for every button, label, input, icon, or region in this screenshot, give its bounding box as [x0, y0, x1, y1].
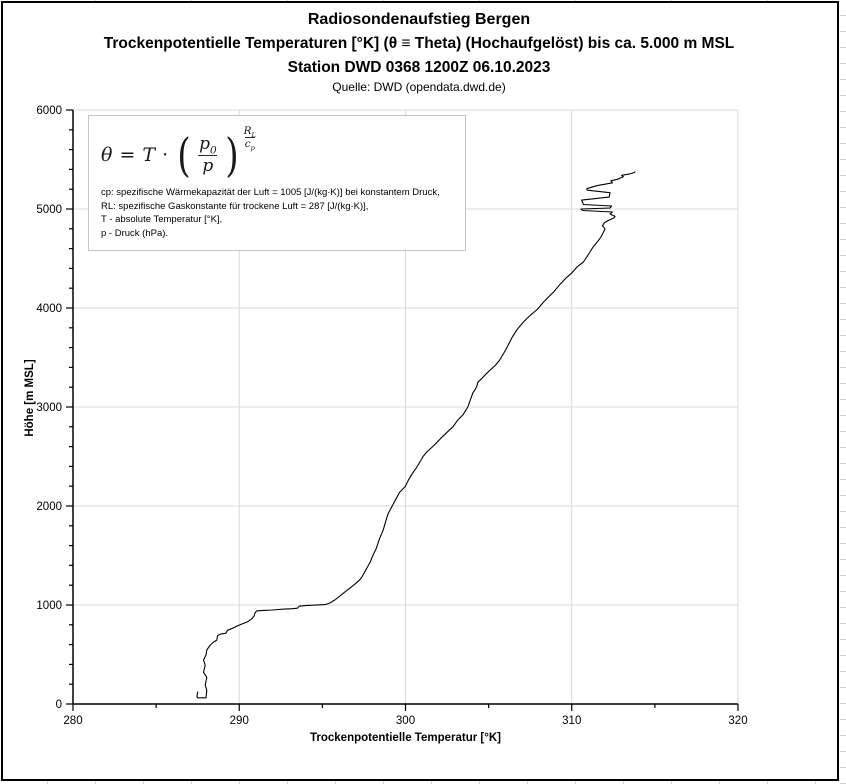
- chart-title-block: Radiosondenaufstieg Bergen Trockenpotent…: [0, 8, 838, 96]
- formula-note-p: p - Druck (hPa).: [101, 227, 169, 239]
- y-axis-tick-label: 4000: [36, 303, 62, 315]
- formula-multiplication-dot: ·: [162, 144, 169, 166]
- x-axis-title: Trockenpotentielle Temperatur [°K]: [310, 732, 501, 744]
- y-axis-tick-label: 3000: [36, 402, 62, 414]
- chart-subtitle: Trockenpotentielle Temperaturen [°K] (θ …: [103, 35, 735, 52]
- spreadsheet-gridline-stubs-right: [840, 0, 846, 784]
- y-axis-title: Höhe [m MSL]: [24, 359, 36, 437]
- y-axis-tick-label: 1000: [36, 600, 62, 612]
- formula-RL: RL: [243, 125, 256, 140]
- formula-theta-symbol: θ: [101, 144, 113, 166]
- x-axis-tick-label: 310: [562, 715, 581, 727]
- formula-p: p: [198, 154, 218, 176]
- chart-source-line: Quelle: DWD (opendata.dwd.de): [332, 80, 506, 94]
- formula-notes: cp: spezifische Wärmekapazität der Luft …: [101, 186, 455, 240]
- y-axis-tick-label: 0: [56, 699, 62, 711]
- y-axis-tick-label: 6000: [36, 105, 62, 117]
- chart-title: Radiosondenaufstieg Bergen: [307, 11, 531, 28]
- formula-pressure-fraction: p0 p: [195, 133, 221, 176]
- formula-note-rl: RL: spezifische Gaskonstante für trocken…: [101, 200, 369, 212]
- x-axis-tick-label: 280: [63, 715, 82, 727]
- formula-open-paren: (: [177, 128, 191, 182]
- y-axis-tick-label: 2000: [36, 501, 62, 513]
- formula-temperature-symbol: T: [142, 144, 156, 166]
- formula-exponent-fraction: RL cp: [243, 125, 256, 153]
- y-axis-tick-label: 5000: [36, 204, 62, 216]
- chart-station-line: Station DWD 0368 1200Z 06.10.2023: [287, 59, 551, 76]
- formula-note-t: T - absolute Temperatur [°K],: [101, 214, 223, 225]
- spreadsheet-gridline-stubs-bottom: [0, 781, 846, 784]
- formula-close-paren: ): [224, 128, 239, 182]
- x-axis-tick-label: 320: [728, 715, 747, 727]
- x-axis-tick-label: 290: [230, 715, 249, 727]
- formula-cp: cp: [244, 137, 255, 153]
- formula-annotation-box: θ = T · ( p0 p ) RL cp cp: spezifische W…: [88, 115, 466, 251]
- theta-formula: θ = T · ( p0 p ) RL cp: [101, 124, 455, 186]
- x-axis-tick-label: 300: [396, 715, 415, 727]
- theta-profile-line: [196, 171, 636, 699]
- formula-equals-sign: =: [119, 144, 136, 166]
- formula-note-cp: cp: spezifische Wärmekapazität der Luft …: [101, 187, 440, 198]
- formula-p0: p0: [199, 133, 217, 156]
